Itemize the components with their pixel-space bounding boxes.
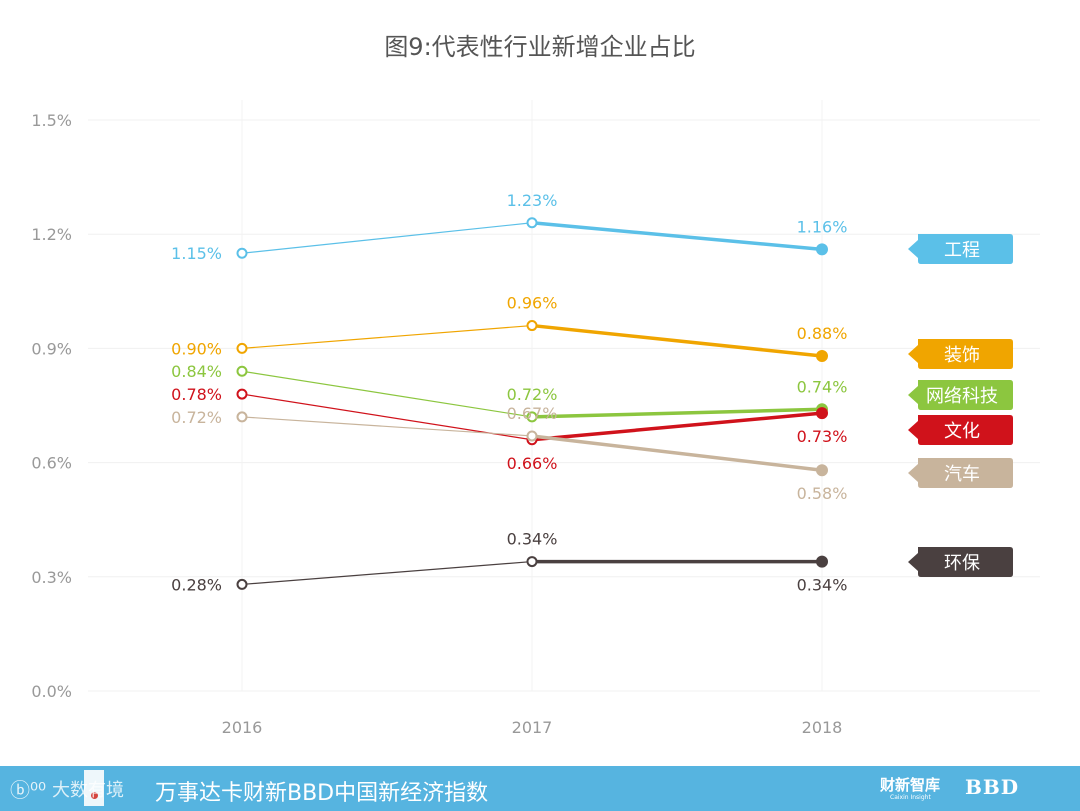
x-tick-label: 2018 (802, 718, 843, 737)
series-line-1-seg2 (531, 323, 823, 358)
legend-tag-label: 汽车 (944, 464, 980, 485)
legend-tag-5: 环保 (908, 547, 1013, 577)
data-point (526, 320, 538, 332)
series-line-4-seg1 (241, 416, 533, 437)
y-tick-label: 1.2% (31, 225, 72, 244)
x-tick-label: 2017 (512, 718, 553, 737)
chart: 图9:代表性行业新增企业占比 0.0% 0.3% 0.6% 0.9% 1.2% 1.5% 20… (31, 33, 1040, 737)
legend-tag-shape (908, 415, 1013, 445)
legend-tag-shape (908, 458, 1013, 488)
data-label: 0.72% (171, 408, 222, 427)
footer-brand-caixin-sub: Caixin Insight (890, 794, 931, 801)
y-tick-label: 0.6% (31, 454, 72, 473)
data-label: 1.16% (797, 217, 848, 236)
x-tick-label: 2016 (222, 718, 263, 737)
legend-tag-shape (908, 380, 1013, 410)
series-line-4-seg2 (531, 434, 823, 472)
legend-tag-label: 工程 (944, 240, 980, 261)
chart-title: 图9:代表性行业新增企业占比 (384, 33, 695, 61)
data-label: 0.34% (507, 530, 558, 549)
data-point (526, 556, 538, 568)
series-line-0-seg1 (241, 222, 533, 254)
footer-brand-bbd: BBD (965, 775, 1020, 799)
data-point (816, 555, 828, 568)
series-line-2-seg1 (241, 370, 533, 418)
series-line-1-seg1 (241, 324, 533, 349)
series-line-3-seg1 (241, 393, 533, 441)
data-point (816, 243, 828, 256)
legend-tag-shape (908, 547, 1013, 577)
data-label: 0.96% (507, 294, 558, 313)
data-label: 0.78% (171, 385, 222, 404)
data-point (526, 430, 538, 442)
data-point (236, 247, 248, 259)
legend-tag-label: 网络科技 (926, 386, 998, 407)
y-tick-label: 0.9% (31, 339, 72, 358)
y-tick-label: 1.5% (31, 111, 72, 130)
legend-tag-shape (908, 234, 1013, 264)
footer-slogan: 万事达卡财新BBD中国新经济指数 (155, 781, 489, 806)
legend-tag-0: 工程 (908, 234, 1013, 264)
legend-tag-label: 环保 (944, 553, 980, 574)
legend-tag-4: 汽车 (908, 458, 1013, 488)
y-tick-label: 0.0% (31, 682, 72, 701)
legend-tag-shape (908, 339, 1013, 369)
data-label: 0.66% (507, 454, 558, 473)
data-point (526, 411, 538, 423)
footer-badge-icon (84, 770, 104, 806)
series-line-0-seg2 (531, 221, 823, 252)
data-point (236, 578, 248, 590)
footer-logo-left: ⓑ⁰⁰ (10, 778, 47, 802)
y-tick-label: 0.3% (31, 568, 72, 587)
data-label: 0.74% (797, 377, 848, 396)
legend-tag-3: 文化 (908, 415, 1013, 445)
footer-brand-caixin: 财新智库 (880, 776, 941, 794)
legend-tag-1: 装饰 (908, 339, 1013, 369)
footer-logo-left-text: 大数有境 (52, 780, 124, 801)
data-label: 0.28% (171, 575, 222, 594)
legend-tag-label: 文化 (944, 421, 980, 442)
data-label: 0.84% (171, 362, 222, 381)
data-point (816, 350, 828, 363)
data-label: 0.73% (797, 427, 848, 446)
data-point (236, 365, 248, 377)
data-point (816, 407, 828, 420)
data-point (526, 217, 538, 229)
footer-bar: ⓑ⁰⁰ 大数有境 万事达卡财新BBD中国新经济指数 财新智库 Caixin In… (0, 766, 1080, 811)
data-label: 1.23% (507, 191, 558, 210)
data-point (816, 464, 828, 477)
data-label: 0.72% (507, 385, 558, 404)
data-point (236, 342, 248, 354)
legend-tag-2: 网络科技 (908, 380, 1013, 410)
data-label: 1.15% (171, 244, 222, 263)
series-line-5-seg1 (241, 560, 533, 586)
data-point (236, 411, 248, 423)
data-point (236, 388, 248, 400)
series-line-2-seg2 (531, 407, 823, 419)
data-label: 0.88% (797, 324, 848, 343)
data-label: 0.34% (797, 576, 848, 595)
series-line-3-seg2 (531, 411, 823, 442)
legend-tag-label: 装饰 (944, 345, 980, 366)
data-label: 0.58% (797, 484, 848, 503)
data-label: 0.67% (507, 404, 558, 423)
data-label: 0.90% (171, 339, 222, 358)
